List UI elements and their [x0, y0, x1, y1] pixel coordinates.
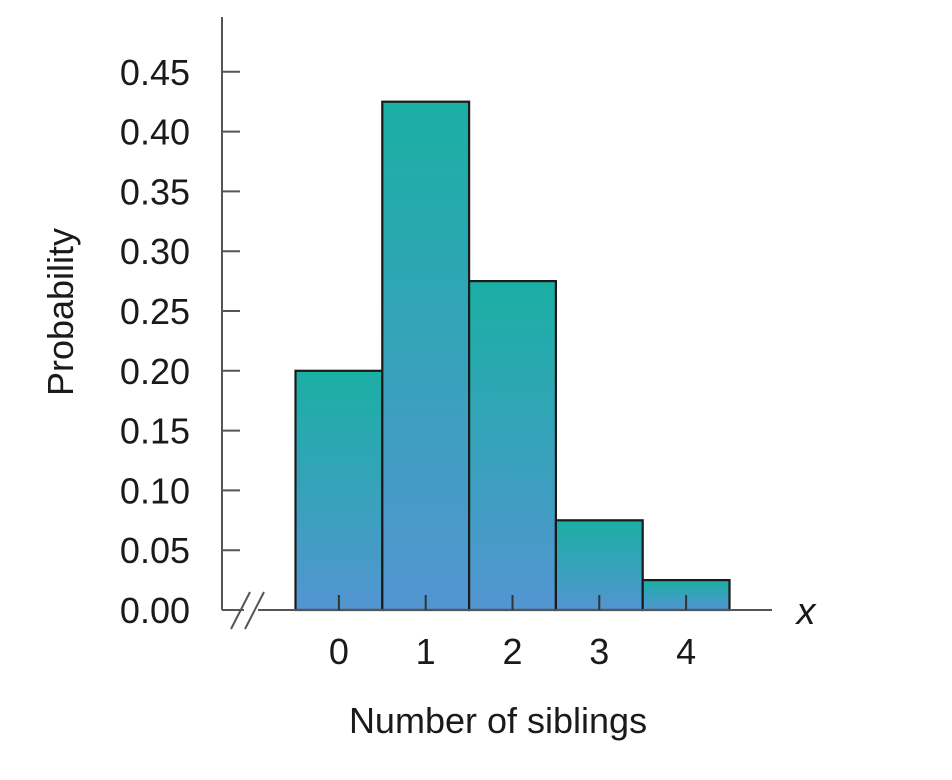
- y-tick-label-0.20: 0.20: [120, 351, 190, 392]
- x-variable-label: x: [795, 591, 818, 633]
- y-tick-label-0.35: 0.35: [120, 171, 190, 212]
- y-tick-label-0.00: 0.00: [120, 590, 190, 631]
- y-tick-label-0.15: 0.15: [120, 411, 190, 452]
- x-tick-label-0: 0: [329, 631, 349, 672]
- y-tick-label-0.10: 0.10: [120, 470, 190, 511]
- bar-0: [294, 369, 384, 612]
- x-tick-label-2: 2: [502, 631, 522, 672]
- axis-break-mark-1: [230, 591, 251, 630]
- bar-1: [381, 100, 471, 612]
- axis-break-mark-2: [244, 591, 265, 630]
- x-axis-title: Number of siblings: [349, 700, 647, 741]
- x-tick-label-1: 1: [416, 631, 436, 672]
- x-tick-label-4: 4: [676, 631, 696, 672]
- bar-2: [468, 280, 558, 612]
- y-tick-label-0.45: 0.45: [120, 52, 190, 93]
- x-tick-label-3: 3: [589, 631, 609, 672]
- y-tick-label-0.30: 0.30: [120, 231, 190, 272]
- labels-layer: 0.00 0.05 0.10 0.15 0.20 0.25 0.30 0.35 0.40 0.45…: [120, 52, 696, 672]
- y-tick-label-0.25: 0.25: [120, 291, 190, 332]
- y-axis-title: Probability: [40, 228, 81, 396]
- axes-layer: [221, 17, 772, 630]
- y-tick-label-0.05: 0.05: [120, 530, 190, 571]
- y-tick-label-0.40: 0.40: [120, 112, 190, 153]
- bars-layer: [294, 100, 731, 612]
